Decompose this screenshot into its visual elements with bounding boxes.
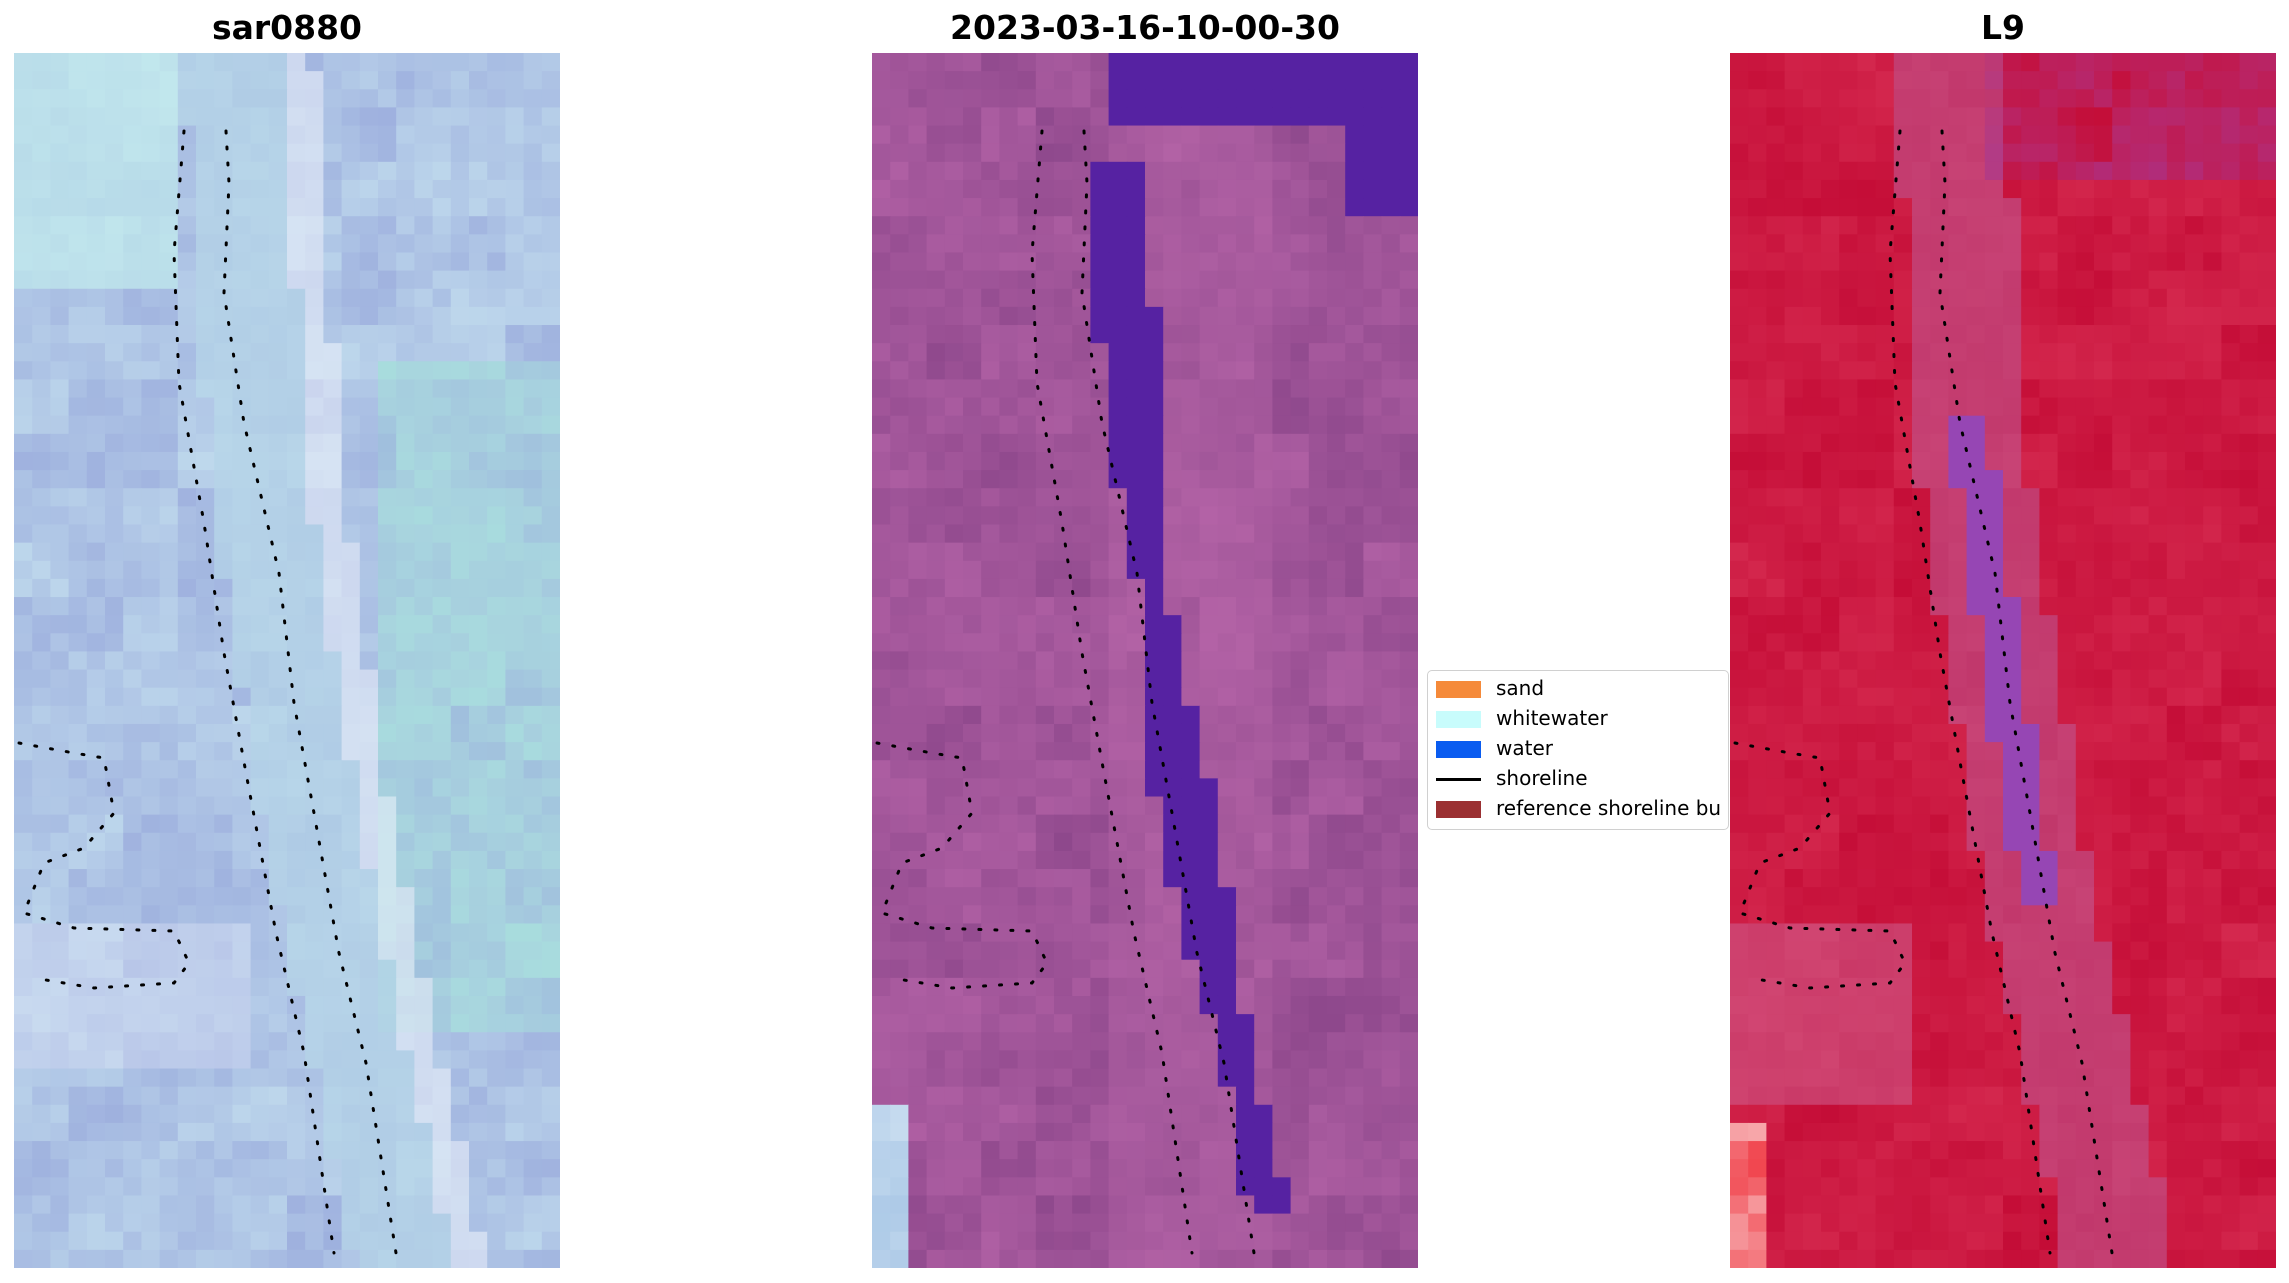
panel-title-classified: 2023-03-16-10-00-30 (950, 8, 1340, 47)
legend: sand whitewater water shoreline referenc… (1427, 670, 1729, 830)
legend-label-reference-shoreline: reference shoreline bu (1496, 796, 1722, 820)
shoreline-trace (1938, 129, 2114, 1255)
rgb-image-panel (14, 53, 560, 1268)
legend-label-water: water (1496, 736, 1553, 760)
shoreline-trace (1080, 129, 1256, 1255)
rgb-image (14, 53, 560, 1268)
shoreline-trace (1733, 741, 1907, 990)
legend-label-sand: sand (1496, 676, 1545, 700)
panel-title-nir: L9 (1981, 8, 2025, 47)
legend-swatch-whitewater (1436, 711, 1481, 728)
shoreline-trace (222, 129, 398, 1255)
shoreline-trace (17, 741, 191, 990)
legend-swatch-reference-shoreline (1436, 801, 1481, 818)
legend-swatch-sand (1436, 681, 1481, 698)
panel-title-rgb: sar0880 (211, 8, 363, 47)
legend-line-shoreline (1436, 778, 1481, 781)
nir-image (1730, 53, 2276, 1268)
nir-image-panel (1730, 53, 2276, 1268)
legend-swatch-water (1436, 741, 1481, 758)
classified-image-panel (872, 53, 1418, 1268)
classified-image (872, 53, 1418, 1268)
legend-label-shoreline: shoreline (1496, 766, 1588, 790)
legend-label-whitewater: whitewater (1496, 706, 1608, 730)
shoreline-trace (875, 741, 1049, 990)
